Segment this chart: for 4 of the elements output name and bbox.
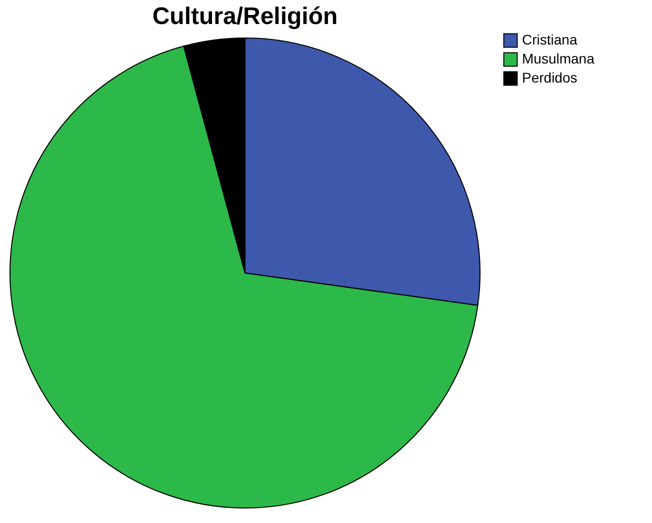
legend-label: Perdidos <box>522 70 578 86</box>
legend-label: Cristiana <box>522 32 578 48</box>
chart-title: Cultura/Religión <box>152 3 338 30</box>
legend-label: Musulmana <box>522 50 595 66</box>
